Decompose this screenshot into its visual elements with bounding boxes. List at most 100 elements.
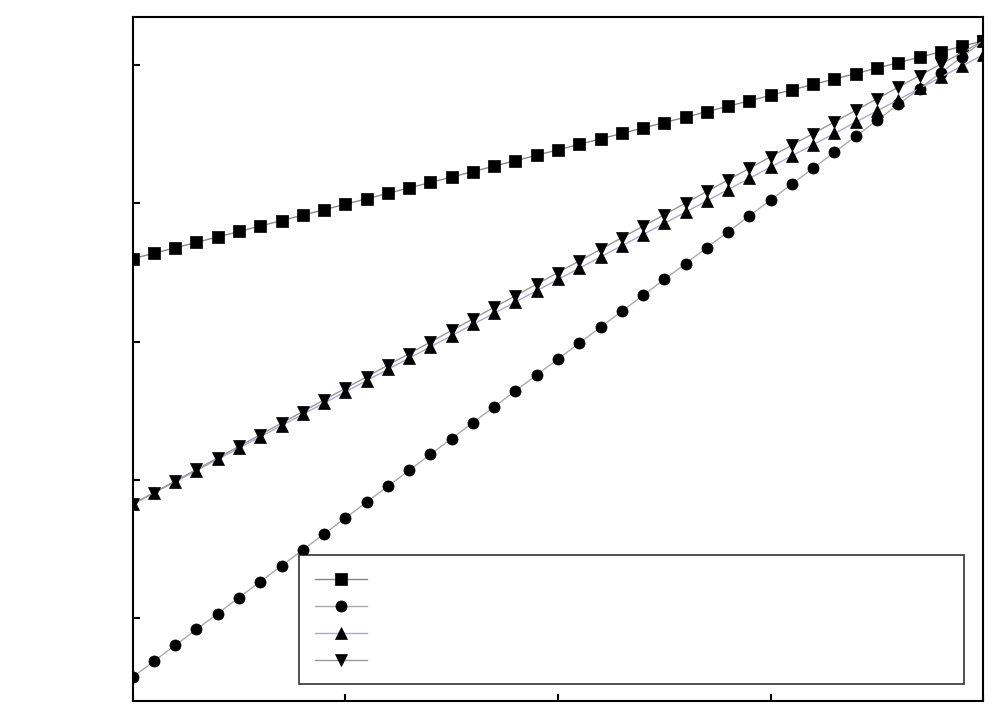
- light:ITONPs@graphene/GeNCs: [850, 132, 862, 141]
- light:Graphene/GeNCs: [297, 410, 309, 419]
- light:ITONPs@graphene/GeNCs: [148, 657, 160, 666]
- dark: [531, 151, 543, 159]
- light:ITONPs@graphene/GeNCs: [616, 307, 628, 316]
- light:ITONPs@graphene/GeNCs: [382, 482, 394, 490]
- light:Graphene/Ge: [616, 233, 628, 242]
- light:ITONPs@graphene/GeNCs: [680, 259, 692, 268]
- dark: [190, 238, 202, 247]
- dark: [871, 64, 883, 73]
- light:Graphene/Ge: [127, 500, 139, 508]
- light:Graphene/Ge: [956, 48, 968, 57]
- dark: [339, 200, 351, 208]
- light:Graphene/Ge: [212, 454, 224, 462]
- light:ITONPs@graphene/GeNCs: [488, 402, 500, 411]
- light:ITONPs@graphene/GeNCs: [361, 498, 373, 506]
- light:ITONPs@graphene/GeNCs: [935, 68, 947, 77]
- light:ITONPs@graphene/GeNCs: [467, 419, 479, 427]
- light:Graphene/GeNCs: [871, 106, 883, 115]
- light:Graphene/Ge: [658, 210, 670, 219]
- light:Graphene/Ge: [276, 419, 288, 427]
- light:Graphene/GeNCs: [148, 489, 160, 498]
- light:Graphene/GeNCs: [233, 444, 245, 452]
- light:Graphene/GeNCs: [382, 365, 394, 373]
- light:Graphene/Ge: [467, 314, 479, 323]
- light:Graphene/Ge: [637, 222, 649, 230]
- dark: [786, 85, 798, 94]
- light:Graphene/GeNCs: [637, 230, 649, 239]
- light:Graphene/GeNCs: [722, 185, 734, 194]
- light:ITONPs@graphene/GeNCs: [595, 323, 607, 332]
- light:Graphene/GeNCs: [531, 286, 543, 295]
- dark: [828, 75, 840, 83]
- light:Graphene/GeNCs: [254, 432, 266, 441]
- light:Graphene/GeNCs: [828, 129, 840, 138]
- light:Graphene/Ge: [573, 256, 585, 265]
- light:Graphene/Ge: [807, 129, 819, 138]
- dark: [509, 157, 521, 165]
- light:ITONPs@graphene/GeNCs: [892, 101, 904, 109]
- light:Graphene/GeNCs: [807, 140, 819, 149]
- light:ITONPs@graphene/GeNCs: [233, 593, 245, 602]
- light:Graphene/Ge: [595, 245, 607, 253]
- light:Graphene/GeNCs: [616, 241, 628, 250]
- light:Graphene/Ge: [680, 199, 692, 208]
- light:ITONPs@graphene/GeNCs: [807, 164, 819, 172]
- light:ITONPs@graphene/GeNCs: [403, 466, 415, 475]
- light:Graphene/Ge: [488, 303, 500, 312]
- light:Graphene/Ge: [552, 269, 564, 277]
- dark: [743, 96, 755, 105]
- dark: [361, 195, 373, 203]
- light:Graphene/GeNCs: [169, 477, 181, 486]
- light:Graphene/Ge: [828, 118, 840, 126]
- light:ITONPs@graphene/GeNCs: [828, 148, 840, 157]
- dark: [892, 58, 904, 67]
- light:Graphene/Ge: [361, 373, 373, 381]
- light:Graphene/GeNCs: [446, 331, 458, 340]
- light:ITONPs@graphene/GeNCs: [914, 84, 926, 93]
- light:Graphene/Ge: [892, 83, 904, 91]
- light:ITONPs@graphene/GeNCs: [276, 561, 288, 570]
- light:Graphene/Ge: [765, 152, 777, 161]
- Line: light:Graphene/Ge: light:Graphene/Ge: [127, 35, 989, 510]
- Legend: dark, light:ITONPs@graphene/GeNCs, light:Graphene/GeNCs, light:Graphene/Ge: dark, light:ITONPs@graphene/GeNCs, light…: [299, 555, 964, 684]
- light:Graphene/GeNCs: [552, 275, 564, 284]
- light:Graphene/GeNCs: [403, 354, 415, 363]
- light:ITONPs@graphene/GeNCs: [573, 339, 585, 348]
- light:ITONPs@graphene/GeNCs: [212, 609, 224, 617]
- light:ITONPs@graphene/GeNCs: [956, 52, 968, 61]
- dark: [977, 37, 989, 45]
- light:Graphene/GeNCs: [573, 264, 585, 273]
- dark: [318, 205, 330, 214]
- dark: [701, 108, 713, 116]
- light:ITONPs@graphene/GeNCs: [871, 116, 883, 125]
- light:Graphene/Ge: [318, 396, 330, 404]
- dark: [127, 254, 139, 263]
- Line: light:ITONPs@graphene/GeNCs: light:ITONPs@graphene/GeNCs: [127, 35, 989, 683]
- light:Graphene/Ge: [148, 488, 160, 497]
- light:Graphene/GeNCs: [424, 342, 436, 351]
- light:ITONPs@graphene/GeNCs: [701, 243, 713, 252]
- light:Graphene/GeNCs: [935, 73, 947, 81]
- light:ITONPs@graphene/GeNCs: [743, 212, 755, 220]
- light:Graphene/GeNCs: [276, 421, 288, 430]
- light:ITONPs@graphene/GeNCs: [977, 37, 989, 45]
- light:Graphene/GeNCs: [765, 163, 777, 172]
- light:Graphene/Ge: [531, 280, 543, 289]
- dark: [765, 91, 777, 100]
- dark: [637, 123, 649, 132]
- light:Graphene/Ge: [722, 176, 734, 185]
- light:ITONPs@graphene/GeNCs: [786, 180, 798, 188]
- dark: [807, 80, 819, 89]
- dark: [914, 53, 926, 62]
- light:Graphene/Ge: [169, 477, 181, 485]
- light:ITONPs@graphene/GeNCs: [424, 450, 436, 459]
- light:Graphene/Ge: [743, 164, 755, 172]
- light:ITONPs@graphene/GeNCs: [297, 546, 309, 554]
- light:Graphene/GeNCs: [658, 219, 670, 228]
- light:Graphene/Ge: [339, 384, 351, 393]
- light:Graphene/Ge: [786, 141, 798, 149]
- light:Graphene/Ge: [382, 361, 394, 370]
- light:Graphene/Ge: [914, 71, 926, 80]
- dark: [935, 47, 947, 56]
- dark: [467, 167, 479, 176]
